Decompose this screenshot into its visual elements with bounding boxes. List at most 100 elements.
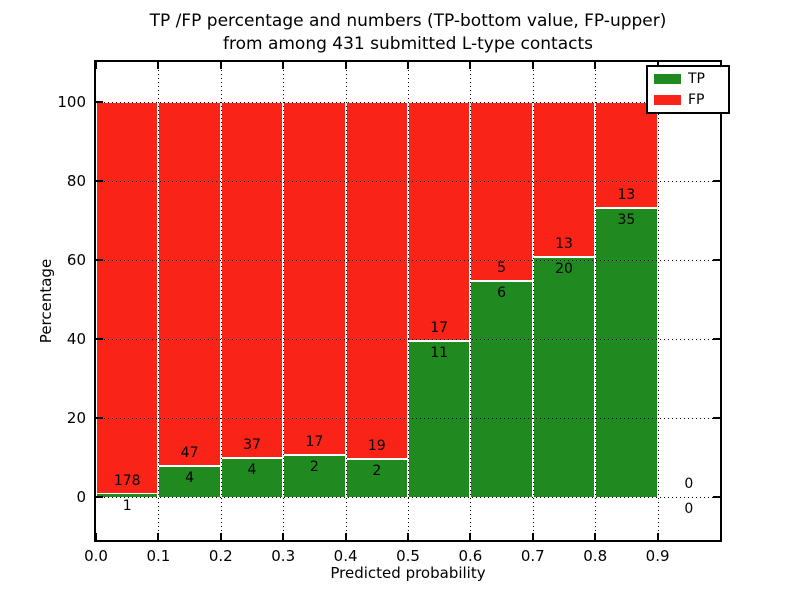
tp-bar-segment [283,454,346,497]
x-tick-label: 0.7 [520,547,545,565]
legend-item-fp: FP [654,93,722,107]
tp-count-label: 35 [617,212,636,229]
y-tick-label: 80 [66,171,86,190]
x-tick-label: 0.1 [146,547,171,565]
x-tick-label: 0.9 [645,547,670,565]
x-tick-mark [219,533,222,540]
tp-bar-segment [345,458,408,497]
tick-marks-layer [95,62,720,540]
x-tick-mark [407,62,409,69]
x-axis-label: Predicted probability [330,564,486,582]
tp-bar-segment [158,465,221,497]
x-tick-mark [531,533,534,540]
x-gridline [595,62,597,540]
x-tick-mark [594,533,597,540]
x-tick-mark [95,533,97,540]
tp-count-label: 6 [497,285,507,302]
fp-bar-segment [345,101,408,459]
count-labels-layer: 178 1 47 4 37 4 17 2 19 2 17 11 5 6 13 20 13 35 0 0 [96,62,720,540]
x-tick-label: 0.5 [396,547,420,565]
fp-bar-segment [96,101,159,495]
y-tick-mark [713,416,720,419]
tp-count-label: 4 [185,469,195,486]
x-tick-mark [282,533,285,540]
x-tick-mark [219,62,222,69]
tp-bar-segment [532,257,596,497]
x-tick-mark [157,62,160,69]
x-gridline [408,62,409,540]
fp-count-label: 37 [243,437,261,453]
x-tick-label: 0.8 [583,547,608,565]
y-tick-label: 60 [66,250,86,269]
x-tick-mark [282,62,285,69]
x-gridline [158,62,160,540]
fp-count-label: 19 [367,437,386,454]
fp-swatch-icon [654,95,681,105]
y-tick-label: 100 [57,92,86,111]
tp-bar-segment [470,281,533,497]
tp-count-label: 0 [684,500,694,517]
tp-count-label: 2 [309,458,319,475]
chart-plot-area: 178 1 47 4 37 4 17 2 19 2 17 11 5 6 13 20 13 35 0 0 [94,60,722,542]
bars-layer [96,62,720,540]
tp-bar-segment [96,494,159,497]
grid-layer [96,62,720,540]
y-tick-label: 0 [76,487,86,506]
x-tick-mark [157,533,160,540]
tp-swatch-icon [654,74,681,84]
x-tick-label: 0.0 [84,547,108,565]
fp-count-label: 13 [555,236,573,253]
y-tick-mark [713,258,720,261]
x-gridline [470,62,472,540]
fp-count-label: 0 [684,475,694,492]
tp-bar-segment [595,208,658,497]
x-tick-mark [594,62,597,69]
y-tick-mark [96,337,103,340]
x-gridline [532,62,534,540]
tp-count-label: 4 [247,462,257,478]
y-tick-mark [96,258,103,261]
fp-count-label: 17 [305,433,324,450]
chart-title-line1: TP /FP percentage and numbers (TP-bottom… [149,11,667,31]
legend-item-tp: TP [654,72,722,86]
x-tick-mark [469,62,472,69]
chart-title-line2: from among 431 submitted L-type contacts [222,34,593,54]
tp-count-label: 11 [430,345,449,362]
x-tick-label: 0.4 [333,547,358,565]
y-tick-label: 20 [66,408,86,427]
x-gridline [657,62,659,540]
y-tick-mark [96,416,103,419]
fp-bar-segment [470,101,533,282]
y-tick-mark [713,495,720,498]
y-tick-label: 40 [66,329,86,348]
legend: TP FP [646,65,730,114]
y-tick-mark [713,179,720,182]
y-tick-mark [96,100,103,103]
fp-bar-segment [532,101,596,258]
x-gridline [345,62,347,540]
fp-count-label: 13 [617,187,636,204]
x-gridline [283,62,285,540]
x-tick-mark [344,62,347,69]
y-tick-mark [96,495,103,498]
tp-count-label: 20 [555,261,573,278]
x-tick-mark [95,62,97,69]
legend-label-tp: TP [688,71,705,87]
x-tick-label: 0.3 [271,547,296,565]
x-tick-label: 0.2 [208,547,233,565]
fp-count-label: 5 [497,260,507,277]
tp-count-label: 1 [122,498,132,515]
tp-count-label: 2 [372,462,382,479]
x-tick-mark [407,533,409,540]
fp-count-label: 17 [430,320,449,337]
tp-bar-segment [408,341,471,497]
fp-count-label: 178 [113,473,141,490]
chart-title: TP /FP percentage and numbers (TP-bottom… [96,10,720,56]
fp-count-label: 47 [180,444,199,461]
legend-label-fp: FP [688,92,705,108]
x-tick-mark [469,533,472,540]
x-tick-mark [344,533,347,540]
y-tick-mark [96,179,103,182]
x-gridline [220,62,222,540]
